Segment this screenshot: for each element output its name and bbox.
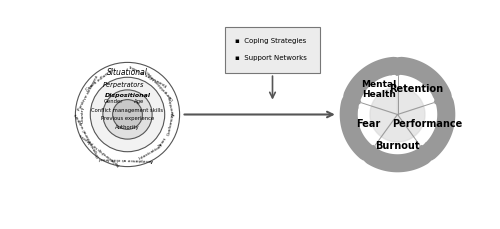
Text: Competition level: Competition level xyxy=(146,69,175,100)
Polygon shape xyxy=(398,106,425,137)
Text: Sport: Sport xyxy=(158,136,168,148)
Text: Conformity: Conformity xyxy=(166,112,175,136)
Text: Dispositional: Dispositional xyxy=(104,93,150,98)
Circle shape xyxy=(90,77,164,152)
Text: Punitive deterrent: Punitive deterrent xyxy=(77,75,99,112)
Text: Acceptance at elite level: Acceptance at elite level xyxy=(99,156,153,162)
Polygon shape xyxy=(370,106,398,137)
Text: Fear: Fear xyxy=(356,119,380,129)
Text: Authority: Authority xyxy=(115,125,140,130)
Circle shape xyxy=(76,63,180,167)
Text: Knowledge of rules: Knowledge of rules xyxy=(129,63,168,87)
Text: Perpetrators: Perpetrators xyxy=(103,82,144,88)
Text: ▪  Support Networks: ▪ Support Networks xyxy=(235,55,307,61)
Text: Relationship to players: Relationship to players xyxy=(79,133,121,167)
Text: Coach influence: Coach influence xyxy=(85,67,115,92)
Text: Situational: Situational xyxy=(107,68,148,77)
Text: Organisational support: Organisational support xyxy=(74,113,102,158)
Circle shape xyxy=(103,90,152,139)
Text: Performance: Performance xyxy=(392,119,462,129)
Text: Country: Country xyxy=(81,106,85,123)
Polygon shape xyxy=(382,114,414,142)
Polygon shape xyxy=(372,87,398,114)
Text: Intoxication: Intoxication xyxy=(138,145,162,161)
FancyBboxPatch shape xyxy=(225,27,320,73)
Text: Parenting: Parenting xyxy=(167,95,175,116)
Text: Age: Age xyxy=(134,99,144,104)
Text: Gender: Gender xyxy=(104,99,124,104)
Circle shape xyxy=(112,100,142,129)
Text: Mental
Health: Mental Health xyxy=(362,80,397,99)
Text: Previous experience: Previous experience xyxy=(101,116,154,121)
Text: Burnout: Burnout xyxy=(375,141,420,151)
Polygon shape xyxy=(398,87,423,114)
Text: ▪  Coping Strategies: ▪ Coping Strategies xyxy=(235,38,306,44)
Text: Conflict management skills: Conflict management skills xyxy=(92,108,164,113)
Text: Retention: Retention xyxy=(388,84,443,94)
